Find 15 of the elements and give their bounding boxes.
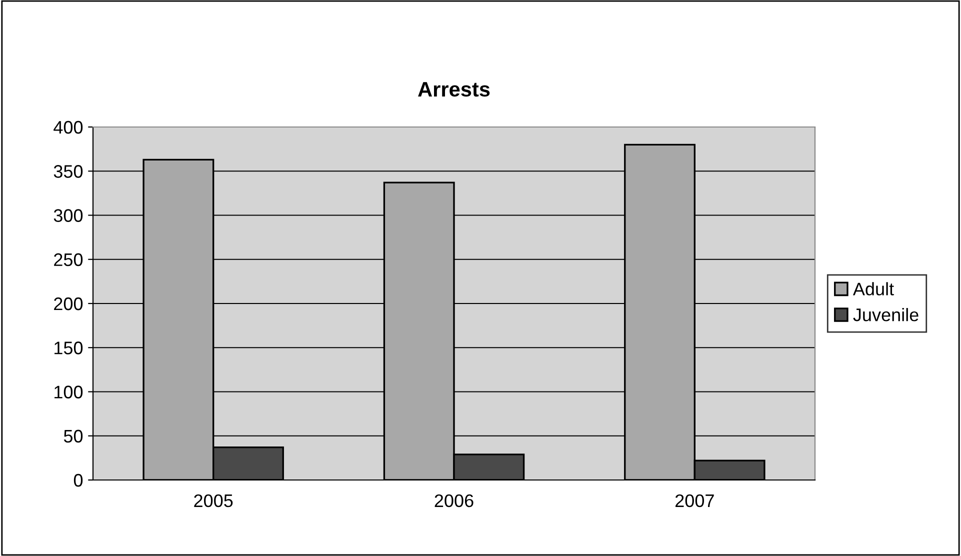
x-tick-label: 2007 (675, 494, 714, 508)
legend-label: Juvenile (853, 308, 918, 322)
y-tick-label: 100 (54, 386, 83, 398)
x-tick-label: 2006 (434, 494, 474, 508)
chart-title: Arrests (418, 82, 490, 97)
y-tick-label: 0 (74, 474, 83, 487)
y-tick-label: 150 (54, 342, 83, 354)
y-tick-label: 250 (54, 253, 83, 266)
y-tick-label: 300 (54, 209, 83, 222)
x-tick-label: 2005 (194, 494, 233, 508)
y-tick-label: 350 (54, 165, 83, 178)
y-tick-label: 200 (54, 297, 83, 310)
y-tick-label: 50 (64, 430, 83, 443)
y-tick-label: 400 (54, 120, 83, 134)
legend-label: Adult (852, 282, 894, 296)
